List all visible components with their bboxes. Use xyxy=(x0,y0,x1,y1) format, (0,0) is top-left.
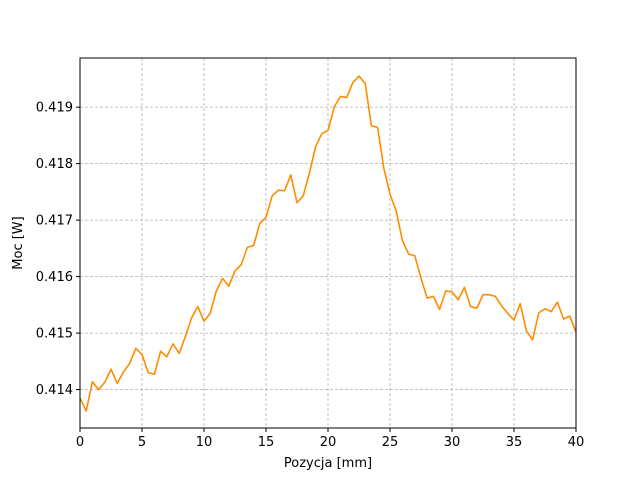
y-tick-label: 0.414 xyxy=(36,383,73,398)
y-axis: 0.414 0.415 0.416 0.417 0.418 0.419 xyxy=(36,101,80,398)
series-layer xyxy=(79,75,577,412)
x-axis-label: Pozycja [mm] xyxy=(284,456,372,471)
x-tick-label: 30 xyxy=(444,435,461,450)
x-tick-label: 0 xyxy=(76,435,84,450)
x-tick-label: 15 xyxy=(258,435,275,450)
x-tick-label: 35 xyxy=(506,435,523,450)
series-line xyxy=(79,75,577,412)
x-tick-label: 10 xyxy=(196,435,213,450)
x-axis: 0 5 10 15 20 25 30 35 40 xyxy=(76,428,584,450)
x-tick-label: 40 xyxy=(568,435,585,450)
y-tick-label: 0.417 xyxy=(36,214,73,229)
y-tick-label: 0.415 xyxy=(36,327,73,342)
y-axis-label: Moc [W] xyxy=(11,216,26,269)
x-tick-label: 25 xyxy=(382,435,399,450)
y-tick-label: 0.419 xyxy=(36,101,73,116)
y-tick-label: 0.418 xyxy=(36,157,73,172)
x-tick-label: 20 xyxy=(320,435,337,450)
x-tick-label: 5 xyxy=(138,435,146,450)
y-tick-label: 0.416 xyxy=(36,270,73,285)
